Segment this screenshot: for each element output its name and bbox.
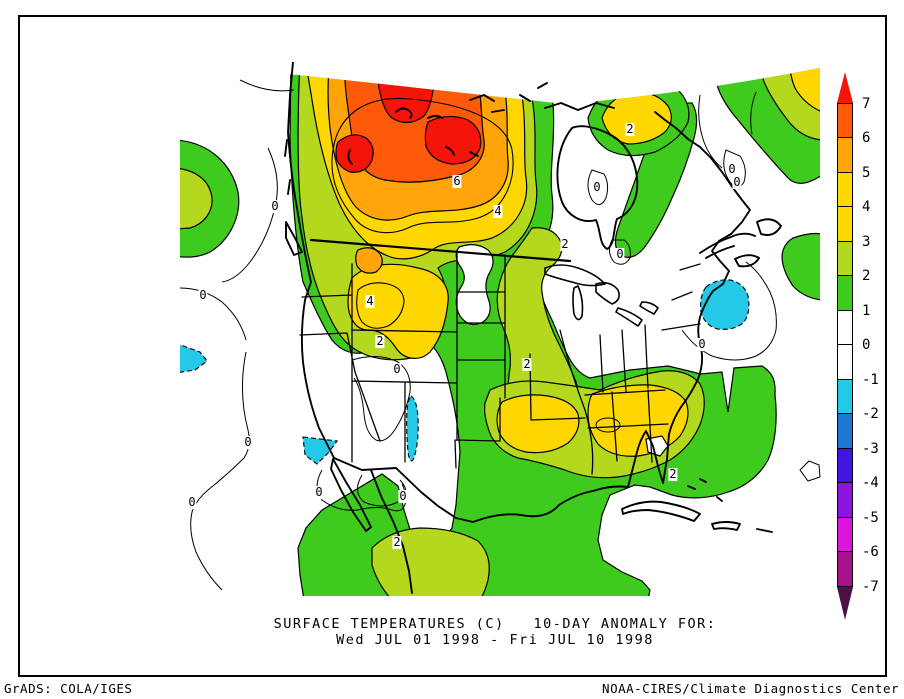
contour-4-montana [356, 282, 405, 329]
us-canada-border [309, 238, 572, 263]
colorbar-tick-label: -1 [862, 371, 879, 388]
mexico-mainland-coast [370, 469, 413, 594]
lake-erie [615, 307, 643, 327]
colorbar-segment [837, 275, 853, 311]
colorbar-tick-label: -3 [862, 440, 879, 457]
colorbar-tick-label: 7 [862, 95, 871, 112]
hispaniola [711, 521, 741, 531]
geography-layer [284, 62, 782, 594]
colorbar-segment [837, 206, 853, 242]
colorbar-segment [837, 137, 853, 173]
lake-ontario [639, 301, 659, 315]
canada-lakes-squiggles [347, 107, 479, 165]
baja-california [330, 458, 372, 532]
colorbar-segment [837, 309, 853, 345]
st-lawrence [699, 232, 756, 259]
title-line2: Wed JUL 01 1998 - Fri JUL 10 1998 [336, 632, 654, 648]
grads-credit: GrADS: COLA/IGES [4, 681, 133, 696]
title-line1: SURFACE TEMPERATURES (C) 10-DAY ANOMALY … [273, 616, 717, 632]
quebec-green-band [614, 102, 698, 258]
noaa-credit: NOAA-CIRES/Climate Diagnostics Center [602, 681, 899, 696]
newmexico-cool-sliver [406, 395, 419, 462]
bahamas [687, 478, 723, 502]
colorbar-segment [837, 447, 853, 483]
colorbar-segment [837, 102, 853, 138]
colorbar-tick-label: 2 [862, 268, 871, 284]
colorbar-tick-label: -2 [862, 406, 879, 422]
labrador-coast [654, 111, 751, 235]
bc-coastal-islands [284, 139, 291, 195]
vancouver-island [285, 221, 303, 256]
colorbar-tick-label: 3 [862, 233, 871, 250]
pacific-cool-spot [180, 342, 208, 374]
colorbar-tick-label: -7 [862, 578, 879, 595]
colorbar-segment [837, 516, 853, 552]
us-state-borders [299, 249, 701, 475]
colorbar-tick-label: 5 [862, 164, 871, 181]
lake-superior [544, 264, 606, 287]
oklahoma-arkansas-yellow [496, 394, 580, 454]
colorbar-tick-label: -6 [862, 544, 879, 560]
atlantic-cool-spot [699, 279, 750, 330]
colorbar-segment [837, 378, 853, 414]
colorbar: 7 6 5 4 3 2 1 0 -1 -2 -3 -4 -5 -6 -7 [837, 66, 897, 636]
montana-yellow-4 [347, 263, 449, 359]
colorbar-tick-label: 1 [862, 302, 871, 319]
colorbar-segment [837, 240, 853, 276]
pacific-warm-core [180, 167, 213, 230]
newfoundland [756, 218, 782, 236]
cuba [621, 500, 701, 522]
colorbar-segment [837, 171, 853, 207]
nova-scotia [734, 254, 760, 268]
colorbar-arrow-bottom-icon [837, 586, 853, 620]
figure-border [18, 15, 887, 677]
lake-huron [595, 282, 620, 305]
colorbar-tick-label: 6 [862, 130, 871, 146]
colorbar-tick-label: -5 [862, 509, 879, 526]
right-edge-green [781, 232, 820, 301]
colorbar-segment [837, 413, 853, 449]
red-core-east [424, 115, 482, 165]
colorbar-segment [837, 551, 853, 587]
socal-cool-spot [302, 436, 339, 465]
colorbar-arrow-top-icon [837, 72, 853, 103]
lake-michigan [572, 285, 584, 321]
arctic-coast-islands [469, 82, 615, 113]
colorbar-tick-label: 0 [862, 337, 871, 353]
colorbar-segment [837, 344, 853, 380]
colorbar-tick-label: 4 [862, 199, 871, 215]
map-title: SURFACE TEMPERATURES (C) 10-DAY ANOMALY … [110, 616, 880, 648]
anomaly-fill-layer [180, 64, 820, 596]
appalachian-inner-contour [595, 417, 621, 433]
hudson-bay [556, 125, 639, 250]
colorbar-tick-label: -4 [862, 475, 879, 491]
puerto-rico [756, 528, 773, 533]
alberta-orange-spot [355, 247, 383, 274]
red-core-west [335, 134, 374, 173]
mexico-yellowgreen [371, 527, 490, 596]
colorbar-segment [837, 482, 853, 518]
